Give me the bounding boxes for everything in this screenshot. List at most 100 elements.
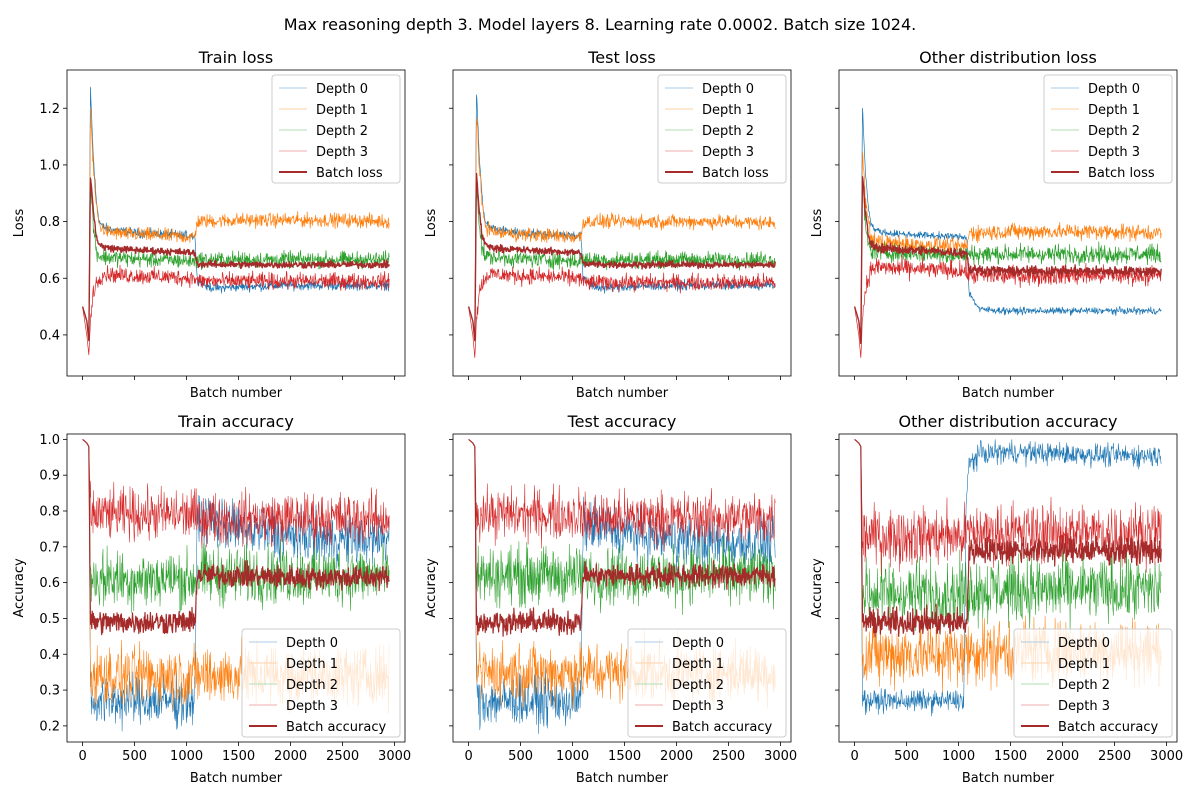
legend-label: Depth 2 <box>316 124 368 139</box>
x-tick-label: 0 <box>464 749 472 764</box>
y-tick-label: 0.8 <box>39 505 60 520</box>
subplot-title: Test accuracy <box>567 412 677 431</box>
y-tick-label: 0.9 <box>39 469 60 484</box>
legend-label: Depth 3 <box>1088 145 1140 160</box>
legend-label: Batch loss <box>316 166 383 181</box>
series-group <box>81 86 390 356</box>
subplot-test-accuracy: Test accuracy 0 500 1000 1500 2000 2500 3000 Bat… <box>424 412 797 786</box>
legend-label: Depth 0 <box>1058 636 1110 651</box>
x-tick-label: 2500 <box>1098 749 1131 764</box>
axes-frame <box>838 69 1178 377</box>
series-line-depth0 <box>854 439 1162 717</box>
y-tick-label: 0.8 <box>39 215 60 230</box>
series-group <box>468 438 776 734</box>
x-tick-label: 1000 <box>556 749 589 764</box>
legend-label: Batch accuracy <box>1058 720 1158 735</box>
legend-label: Depth 2 <box>672 678 724 693</box>
legend-box <box>1013 628 1173 738</box>
axes-frame <box>66 69 406 377</box>
legend-label: Depth 3 <box>316 145 368 160</box>
legend-box <box>271 74 401 184</box>
axes-frame <box>452 69 792 377</box>
x-tick-label: 2500 <box>712 749 745 764</box>
legend: Depth 0 Depth 1 Depth 2 Depth 3 Batch loss <box>271 74 401 184</box>
legend-label: Depth 3 <box>1058 699 1110 714</box>
x-tick-label: 1000 <box>170 749 203 764</box>
x-tick-label: 1500 <box>994 749 1027 764</box>
series-line-depth3 <box>468 439 776 551</box>
y-tick-label: 0.7 <box>39 540 60 555</box>
subplot-train-loss: Train loss Batch number 0.4 0.6 0.8 1.0 1.2 Los… <box>12 48 406 401</box>
figure-suptitle: Max reasoning depth 3. Model layers 8. L… <box>284 15 916 34</box>
series-group <box>467 94 776 358</box>
legend-label: Depth 3 <box>702 145 754 160</box>
subplot-other-loss: Other distribution loss Batch number Loss D… <box>810 48 1178 401</box>
series-line-batch <box>854 438 1162 638</box>
series-line-batch <box>81 177 390 342</box>
x-tick-label: 1000 <box>942 749 975 764</box>
axes-frame <box>452 433 792 743</box>
subplot-title: Other distribution loss <box>919 48 1097 67</box>
x-axis-label: Batch number <box>576 771 669 786</box>
x-tick-label: 2000 <box>1046 749 1079 764</box>
x-axis-label: Batch number <box>576 386 669 401</box>
x-axis-label: Batch number <box>190 386 283 401</box>
series-line-depth3 <box>468 266 776 358</box>
subplot-title: Other distribution accuracy <box>899 412 1118 431</box>
series-line-depth1 <box>468 117 776 336</box>
legend: Depth 0 Depth 1 Depth 2 Depth 3 Batch loss <box>657 74 787 184</box>
x-tick-label: 2000 <box>660 749 693 764</box>
y-tick-label: 0.6 <box>39 272 60 287</box>
y-tick-label: 0.2 <box>39 719 60 734</box>
y-axis-label: Loss <box>12 209 27 238</box>
legend-label: Depth 0 <box>1088 82 1140 97</box>
y-tick-label: 1.2 <box>39 102 60 117</box>
y-tick-label: 0.5 <box>39 612 60 627</box>
x-tick-label: 0 <box>78 749 86 764</box>
series-line-depth2 <box>854 439 1162 635</box>
x-tick-label: 3000 <box>378 749 411 764</box>
series-line-batch <box>467 172 776 342</box>
legend-label: Depth 2 <box>286 678 338 693</box>
legend-label: Batch accuracy <box>672 720 772 735</box>
legend-label: Depth 0 <box>672 636 724 651</box>
legend-label: Depth 2 <box>1058 678 1110 693</box>
y-tick-label: 1.0 <box>39 158 60 173</box>
legend-label: Depth 1 <box>316 103 368 118</box>
legend-label: Batch loss <box>702 166 769 181</box>
subplot-title: Train loss <box>198 48 273 67</box>
series-line-depth3 <box>854 439 1162 576</box>
legend-box <box>627 628 787 738</box>
y-tick-label: 0.4 <box>39 648 60 663</box>
y-tick-label: 1.0 <box>39 433 60 448</box>
legend-label: Depth 1 <box>672 657 724 672</box>
legend-label: Depth 0 <box>316 82 368 97</box>
subplot-title: Test loss <box>587 48 656 67</box>
legend-label: Depth 0 <box>702 82 754 97</box>
x-axis-label: Batch number <box>962 386 1055 401</box>
subplot-train-accuracy: Train accuracy 0 500 1000 1500 2000 2500 3000 Ba… <box>12 412 411 786</box>
axes-frame <box>66 433 406 743</box>
subplot-title: Train accuracy <box>177 412 294 431</box>
x-axis-label: Batch number <box>962 771 1055 786</box>
legend-label: Depth 2 <box>702 124 754 139</box>
x-tick-label: 0 <box>850 749 858 764</box>
y-tick-label: 0.3 <box>39 684 60 699</box>
x-tick-label: 3000 <box>1150 749 1183 764</box>
y-tick-label: 0.6 <box>39 576 60 591</box>
series-line-depth0 <box>854 107 1162 336</box>
legend: Depth 0 Depth 1 Depth 2 Depth 3 Batch accura… <box>1013 628 1173 738</box>
x-tick-label: 1500 <box>608 749 641 764</box>
legend-label: Depth 1 <box>1088 103 1140 118</box>
series-line-depth2 <box>82 439 390 614</box>
series-line-depth3 <box>82 264 390 356</box>
legend-label: Depth 1 <box>702 103 754 118</box>
x-tick-label: 2500 <box>326 749 359 764</box>
legend-label: Depth 2 <box>1088 124 1140 139</box>
y-axis-label: Loss <box>424 209 439 238</box>
series-line-depth2 <box>82 182 390 336</box>
legend-label: Batch loss <box>1088 166 1155 181</box>
series-line-batch <box>468 438 776 637</box>
